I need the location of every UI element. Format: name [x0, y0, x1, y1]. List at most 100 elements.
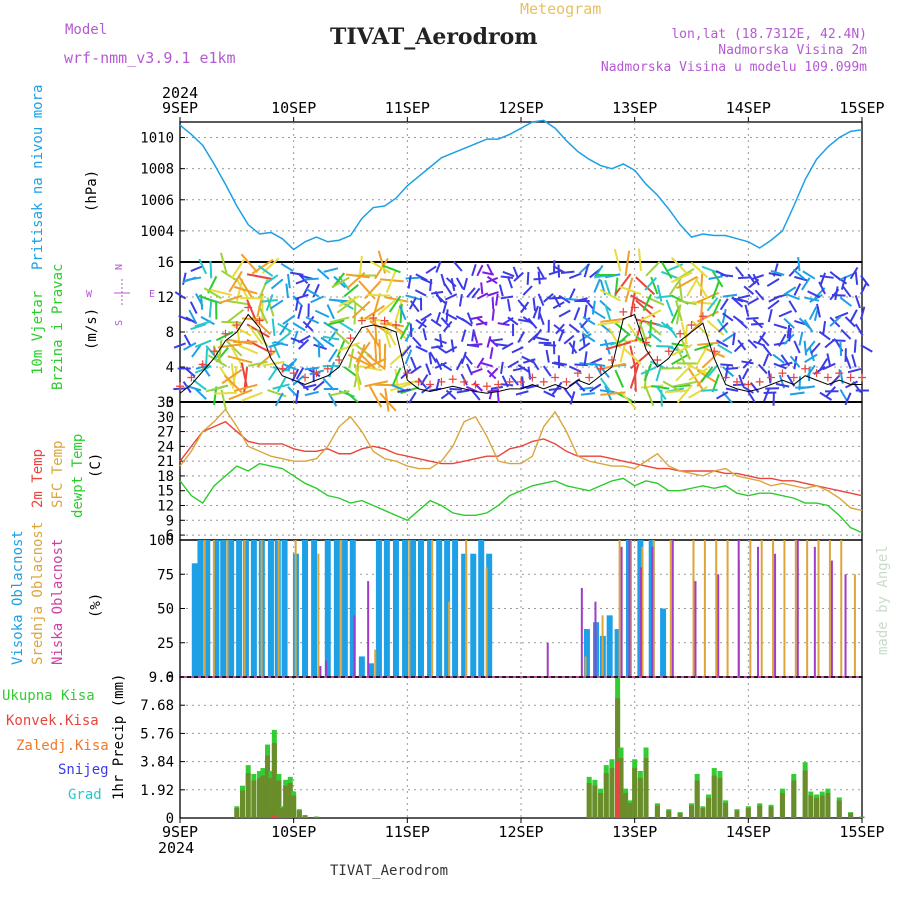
- wind-barb: [285, 283, 289, 299]
- low-cloud-bar: [367, 581, 370, 677]
- cloud-title-2: Srednja Oblacnost: [30, 522, 46, 665]
- wind-barb: [690, 261, 709, 279]
- mixed-precip-bar: [717, 778, 723, 818]
- wind-gust-marker: [607, 356, 616, 364]
- wind-gust-marker: [676, 329, 685, 338]
- station-title: TIVAT_Aerodrom: [330, 24, 538, 50]
- wind-gust-marker: [221, 329, 230, 338]
- wind-gust-marker: [414, 377, 423, 386]
- wind-barb: [304, 366, 319, 371]
- time-label-bottom: 10SEP: [271, 823, 316, 841]
- wind-barb: [486, 263, 494, 276]
- wind-barb: [336, 298, 356, 314]
- wind-barb: [364, 357, 387, 370]
- wind-barb: [527, 317, 538, 330]
- wind-barb: [542, 365, 552, 377]
- wind-barb: [373, 318, 378, 343]
- wind-gust-marker: [187, 373, 196, 382]
- wind-barb: [772, 353, 785, 364]
- wind-barb: [604, 385, 613, 401]
- wind-unit: (m/s): [84, 308, 100, 350]
- mid-cloud-bar: [853, 574, 856, 677]
- wind-barb: [444, 293, 458, 301]
- wind-barb: [801, 277, 811, 291]
- wind-barb: [717, 343, 733, 355]
- legend-conv-precip: Konvek.Kisa: [6, 713, 99, 729]
- wind-barb: [290, 337, 304, 344]
- wind-barb: [852, 381, 862, 394]
- wind-barb: [415, 345, 428, 353]
- wind-barb: [313, 343, 327, 350]
- wind-barb: [532, 297, 537, 311]
- wind-barb: [445, 277, 457, 288]
- wind-barb: [394, 299, 404, 323]
- wind-barb: [257, 305, 269, 324]
- conv-precip-bar: [615, 762, 621, 818]
- high-cloud-bar: [242, 540, 249, 677]
- wind-barb: [188, 309, 197, 324]
- mixed-precip-bar: [734, 810, 740, 818]
- wind-barb: [655, 364, 663, 382]
- wind-barb: [458, 293, 463, 307]
- wind-barb: [495, 293, 499, 306]
- wind-barb: [405, 294, 421, 301]
- wind-barb: [450, 339, 455, 353]
- precip-bars: [180, 676, 865, 818]
- wind-barb: [496, 390, 500, 404]
- mixed-precip-bar: [245, 773, 251, 818]
- wind-barb: [456, 389, 470, 394]
- mid-cloud-bar: [669, 540, 672, 677]
- mixed-precip-bar: [276, 780, 282, 818]
- wind-barb: [470, 368, 483, 374]
- wind-barb: [435, 358, 443, 371]
- wind-barb: [583, 304, 588, 319]
- mid-cloud-bar: [828, 540, 831, 677]
- wind-barb: [630, 294, 654, 309]
- mixed-precip-bar: [279, 808, 285, 818]
- altitude-label: Nadmorska Visina 2m: [718, 43, 867, 58]
- wind-barb: [623, 348, 642, 365]
- wind-barb: [767, 299, 780, 310]
- wind-barb: [302, 320, 314, 332]
- wind-barb: [511, 346, 524, 354]
- wind-barb: [819, 275, 834, 279]
- wind-barb: [742, 358, 753, 369]
- wind-barb: [328, 348, 338, 363]
- mixed-precip-bar: [615, 698, 621, 818]
- wind-barb: [701, 265, 718, 274]
- wind-barbs: [173, 248, 873, 412]
- wind-gust-marker: [471, 380, 480, 389]
- wind-barb: [583, 263, 590, 278]
- wind-barb: [470, 343, 483, 346]
- wind-barb: [737, 294, 751, 300]
- wind-barb: [607, 327, 622, 349]
- y-tick-label: 100: [149, 533, 174, 549]
- high-cloud-bar: [436, 540, 443, 677]
- wind-barb: [183, 342, 197, 351]
- mixed-precip-bar: [603, 773, 609, 818]
- wind-barb: [675, 363, 693, 382]
- wind-barb: [329, 316, 350, 324]
- wind-barb: [395, 379, 418, 387]
- wind-barb: [750, 322, 764, 326]
- wind-barb: [487, 388, 500, 393]
- wind-barb: [783, 317, 795, 329]
- wind-barb: [372, 293, 382, 317]
- mixed-precip-bar: [745, 808, 751, 818]
- wind-barb: [688, 367, 708, 381]
- low-cloud-bar: [325, 660, 328, 677]
- wind-barb: [221, 368, 243, 385]
- precip-title: 1hr Precip (mm): [111, 674, 127, 800]
- wind-barb: [345, 273, 370, 279]
- wind-barb: [753, 340, 766, 347]
- wind-barb: [466, 363, 473, 376]
- wind-barb: [614, 369, 625, 388]
- wind-barb: [593, 278, 601, 293]
- high-cloud-bar: [606, 615, 613, 677]
- wind-barb: [178, 314, 192, 322]
- wind-barb: [490, 338, 503, 342]
- high-cloud-bar: [444, 540, 451, 677]
- wind-barb: [640, 366, 657, 375]
- wind-barb: [354, 367, 361, 391]
- mixed-precip-bar: [627, 803, 633, 818]
